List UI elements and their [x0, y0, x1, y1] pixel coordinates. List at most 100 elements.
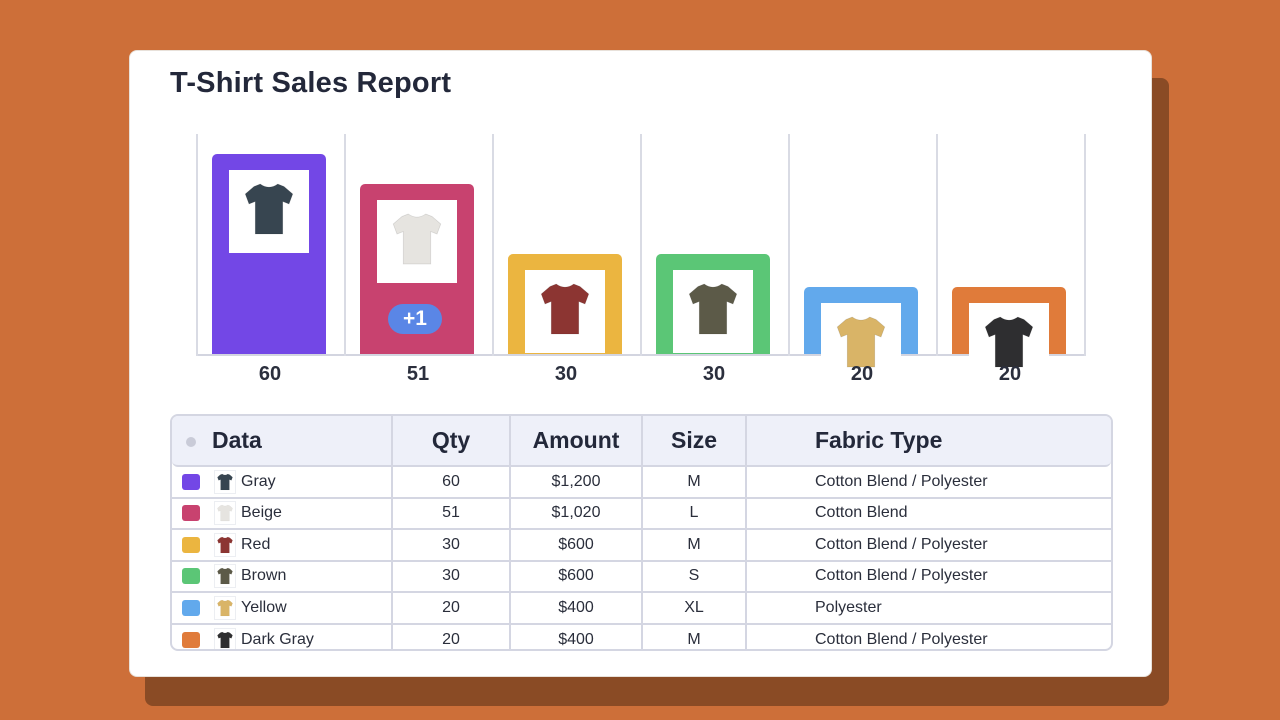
tshirt-icon — [836, 312, 886, 377]
tshirt-icon — [392, 209, 442, 274]
tshirt-icon — [984, 312, 1034, 377]
cell-amount: $400 — [511, 624, 643, 649]
bar-brown[interactable] — [656, 254, 770, 354]
bar-dark-gray[interactable] — [952, 287, 1066, 386]
color-swatch — [182, 536, 200, 553]
chart-column-red — [492, 134, 640, 356]
item-name: Beige — [241, 504, 282, 522]
bar-value-label: 30 — [554, 363, 578, 385]
chart-column-brown — [640, 134, 788, 356]
plus-one-badge[interactable]: +1 — [388, 304, 442, 334]
chart-column-beige: +1 — [344, 134, 492, 356]
table-row[interactable]: Red 30 $600 M Cotton Blend / Polyester — [172, 530, 1111, 562]
chart-gridline — [344, 134, 346, 356]
cell-size: M — [643, 530, 747, 560]
cell-fabric-type: Polyester — [815, 598, 882, 616]
table-row[interactable]: Gray 60 $1,200 M Cotton Blend / Polyester — [172, 467, 1111, 499]
table-row[interactable]: Yellow 20 $400 XL Polyester — [172, 593, 1111, 625]
bar-chart: +1 — [196, 134, 1086, 386]
bar-value-label: 51 — [406, 363, 430, 385]
bar-yellow[interactable] — [804, 287, 918, 386]
cell-qty: 30 — [393, 530, 511, 560]
tshirt-icon — [244, 179, 294, 244]
cell-qty: 51 — [393, 498, 511, 528]
bar-gray[interactable] — [212, 154, 326, 354]
tshirt-icon — [540, 279, 590, 344]
tshirt-thumbnail — [229, 170, 309, 253]
tshirt-thumbnail — [673, 270, 753, 353]
cell-amount: $1,020 — [511, 498, 643, 528]
cell-amount: $1,200 — [511, 467, 643, 497]
header-size[interactable]: Size — [643, 416, 747, 465]
cell-data: Yellow — [172, 593, 393, 623]
cell-amount: $600 — [511, 530, 643, 560]
cell-qty: 30 — [393, 561, 511, 591]
table-body: Gray 60 $1,200 M Cotton Blend / Polyester Bei… — [172, 467, 1111, 649]
chart-gridline — [1084, 134, 1086, 356]
bar-red[interactable] — [508, 254, 622, 354]
cell-amount: $600 — [511, 561, 643, 591]
tshirt-thumbnail — [821, 303, 901, 386]
color-swatch — [182, 505, 200, 522]
cell-fabric-type: Cotton Blend / Polyester — [815, 567, 988, 585]
tshirt-icon — [214, 532, 236, 557]
cell-fabric-type: Cotton Blend / Polyester — [815, 631, 988, 649]
color-swatch — [182, 568, 200, 585]
bar-value-label: 20 — [998, 363, 1022, 385]
tshirt-thumbnail — [525, 270, 605, 353]
chart-gridline — [196, 134, 198, 356]
header-fabric-type[interactable]: Fabric Type — [815, 427, 943, 453]
chart-column-dark-gray — [936, 134, 1084, 386]
cell-data: Beige — [172, 498, 393, 528]
tshirt-icon — [214, 501, 236, 526]
cell-size: M — [643, 624, 747, 649]
chart-column-gray — [196, 134, 344, 356]
item-name: Brown — [241, 567, 287, 585]
header-data[interactable]: Data — [172, 416, 393, 465]
cell-fabric-type: Cotton Blend / Polyester — [815, 472, 988, 490]
item-name: Dark Gray — [241, 631, 314, 649]
color-swatch — [182, 632, 200, 649]
tshirt-icon — [214, 628, 236, 649]
tshirt-icon — [214, 564, 236, 589]
cell-data: Red — [172, 530, 393, 560]
header-amount[interactable]: Amount — [511, 416, 643, 465]
bar-value-label: 30 — [702, 363, 726, 385]
color-swatch — [182, 599, 200, 616]
cell-size: XL — [643, 593, 747, 623]
color-swatch — [182, 473, 200, 490]
header-qty[interactable]: Qty — [393, 416, 511, 465]
cell-data: Dark Gray — [172, 624, 393, 649]
cell-data: Gray — [172, 467, 393, 497]
cell-qty: 60 — [393, 467, 511, 497]
bar-value-label: 20 — [850, 363, 874, 385]
tshirt-icon — [214, 595, 236, 620]
tshirt-icon — [688, 279, 738, 344]
item-name: Gray — [241, 472, 276, 490]
chart-gridline — [492, 134, 494, 356]
chart-column-yellow — [788, 134, 936, 386]
chart-gridline — [788, 134, 790, 356]
chart-gridline — [936, 134, 938, 356]
bar-value-labels: 60 51 30 30 20 20 — [196, 363, 1085, 393]
chart-gridline — [640, 134, 642, 356]
sales-table: Data Qty Amount Size Fabric Type Gray 60 $… — [170, 414, 1113, 651]
item-name: Red — [241, 535, 271, 553]
cell-data: Brown — [172, 561, 393, 591]
tshirt-icon — [214, 469, 236, 494]
table-row[interactable]: Brown 30 $600 S Cotton Blend / Polyester — [172, 561, 1111, 593]
cell-size: M — [643, 467, 747, 497]
table-row[interactable]: Beige 51 $1,020 L Cotton Blend — [172, 498, 1111, 530]
report-title: T-Shirt Sales Report — [170, 67, 452, 99]
report-card: T-Shirt Sales Report +1 60 51 30 30 20 20 Dat… — [129, 50, 1152, 677]
bar-beige[interactable]: +1 — [360, 184, 474, 354]
table-row[interactable]: Dark Gray 20 $400 M Cotton Blend / Polyester — [172, 624, 1111, 649]
cell-qty: 20 — [393, 624, 511, 649]
bar-value-label: 60 — [258, 363, 282, 385]
tshirt-thumbnail — [969, 303, 1049, 386]
cell-size: L — [643, 498, 747, 528]
tshirt-thumbnail — [377, 200, 457, 283]
header-dot-icon — [186, 437, 196, 447]
cell-amount: $400 — [511, 593, 643, 623]
cell-fabric-type: Cotton Blend — [815, 504, 908, 522]
